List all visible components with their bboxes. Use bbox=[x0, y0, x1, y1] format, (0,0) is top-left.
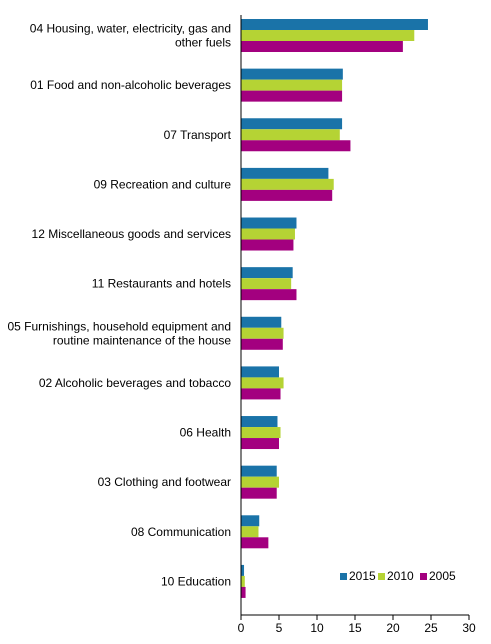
category-label: 06 Health bbox=[180, 426, 231, 440]
category-label: 07 Transport bbox=[164, 128, 232, 142]
bar bbox=[241, 438, 279, 450]
bar bbox=[241, 416, 278, 428]
category-label: 11 Restaurants and hotels bbox=[92, 277, 231, 291]
bar bbox=[241, 575, 245, 587]
category-label: 05 Furnishings, household equipment and bbox=[8, 319, 232, 333]
bar bbox=[241, 377, 284, 389]
bar bbox=[241, 316, 282, 328]
x-tick-label: 10 bbox=[310, 621, 324, 635]
legend-swatch bbox=[420, 573, 427, 580]
bar bbox=[241, 228, 295, 240]
category-label: 08 Communication bbox=[131, 525, 231, 539]
bar bbox=[241, 476, 279, 488]
category-label: routine maintenance of the house bbox=[53, 333, 231, 347]
category-label: 01 Food and non-alcoholic beverages bbox=[30, 78, 231, 92]
bar bbox=[241, 267, 293, 279]
category-labels: 04 Housing, water, electricity, gas ando… bbox=[8, 22, 232, 589]
category-label: 02 Alcoholic beverages and tobacco bbox=[39, 376, 231, 390]
bars-group bbox=[241, 19, 428, 598]
bar bbox=[241, 68, 343, 80]
bar bbox=[241, 427, 281, 439]
legend-swatch bbox=[378, 573, 385, 580]
bar bbox=[241, 388, 281, 400]
bar bbox=[241, 366, 279, 378]
bar bbox=[241, 289, 297, 301]
bar bbox=[241, 189, 333, 201]
x-tick-label: 15 bbox=[348, 621, 362, 635]
category-label: 04 Housing, water, electricity, gas and bbox=[30, 22, 231, 36]
x-tick-label: 5 bbox=[276, 621, 283, 635]
bar bbox=[241, 118, 343, 130]
bar bbox=[241, 487, 277, 499]
legend-swatch bbox=[340, 573, 347, 580]
category-label: 12 Miscellaneous goods and services bbox=[32, 227, 231, 241]
bar bbox=[241, 327, 284, 339]
x-tick-label: 0 bbox=[238, 621, 245, 635]
x-tick-label: 30 bbox=[462, 621, 476, 635]
category-label: 09 Recreation and culture bbox=[94, 177, 232, 191]
bar bbox=[241, 217, 297, 229]
bar bbox=[241, 465, 277, 477]
legend-label: 2015 bbox=[349, 569, 376, 583]
bar bbox=[241, 140, 351, 152]
bar bbox=[241, 515, 260, 527]
bar bbox=[241, 239, 294, 251]
bar bbox=[241, 278, 292, 290]
bar bbox=[241, 79, 343, 91]
bar bbox=[241, 526, 259, 538]
bar bbox=[241, 30, 415, 41]
bar bbox=[241, 178, 334, 190]
x-tick-label: 25 bbox=[424, 621, 438, 635]
legend-label: 2010 bbox=[387, 569, 414, 583]
bar bbox=[241, 90, 343, 102]
bar bbox=[241, 537, 269, 549]
category-label: 10 Education bbox=[161, 574, 231, 588]
bar bbox=[241, 338, 283, 350]
legend-label: 2005 bbox=[429, 569, 456, 583]
bar bbox=[241, 167, 329, 179]
x-axis-ticks: 0 5 10 15 20 25 30 bbox=[238, 615, 476, 635]
bar bbox=[241, 19, 428, 30]
bar bbox=[241, 586, 246, 598]
category-label: 03 Clothing and footwear bbox=[98, 475, 231, 489]
category-label: other fuels bbox=[175, 36, 231, 50]
bar bbox=[241, 564, 245, 576]
x-tick-label: 20 bbox=[386, 621, 400, 635]
bar bbox=[241, 41, 403, 52]
legend: 2015 2010 2005 bbox=[340, 569, 456, 583]
bar bbox=[241, 129, 340, 141]
